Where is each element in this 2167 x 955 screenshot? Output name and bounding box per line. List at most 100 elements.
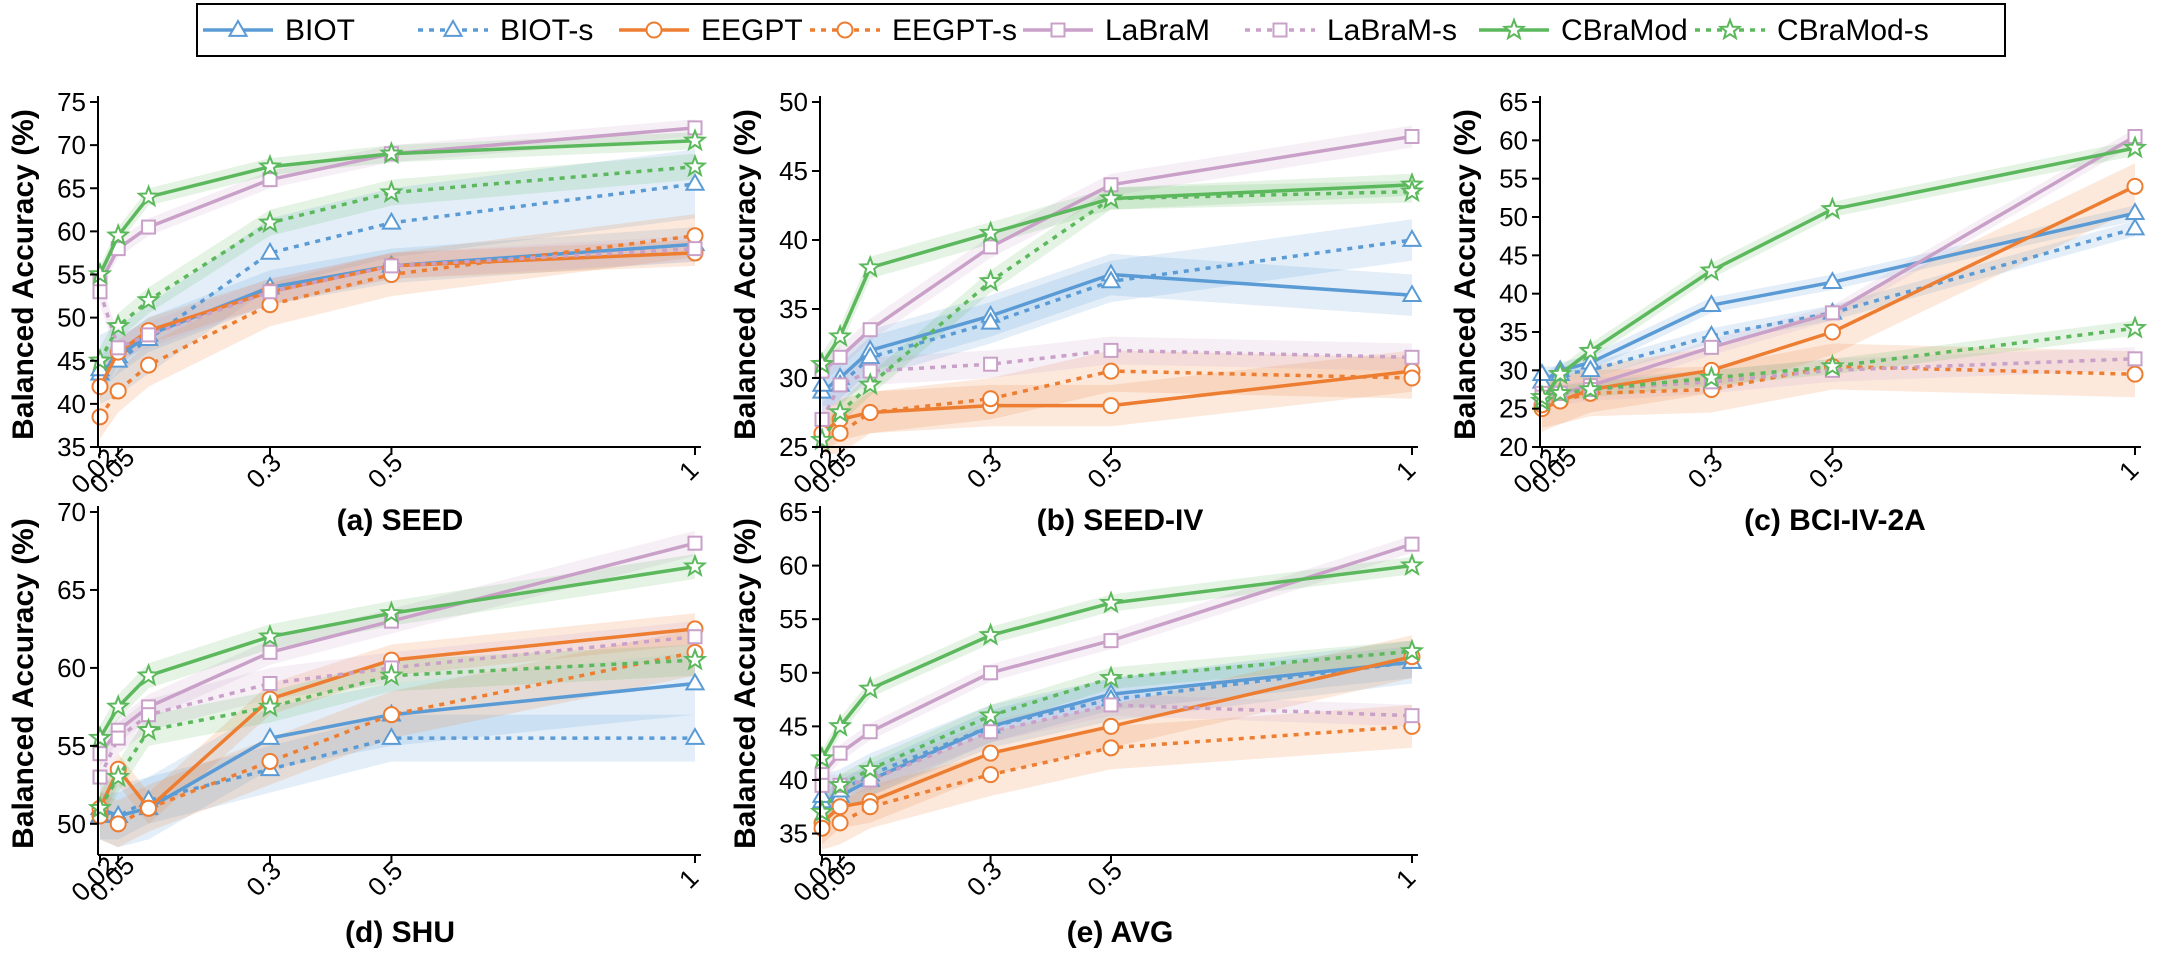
confidence-band <box>822 704 1412 850</box>
data-point <box>140 356 158 374</box>
y-tick-label: 55 <box>57 260 86 290</box>
data-point <box>811 373 833 392</box>
data-point <box>1403 369 1421 387</box>
data-point <box>105 764 131 788</box>
data-point <box>684 727 706 745</box>
y-axis-label: Balanced Accuracy (%) <box>1449 109 1482 440</box>
series-line <box>820 348 1413 421</box>
data-point <box>141 327 157 343</box>
data-point <box>831 798 849 816</box>
confidence-band <box>822 125 1412 383</box>
data-point <box>110 340 126 356</box>
series-line <box>98 246 696 350</box>
legend-marker <box>1501 17 1527 41</box>
data-point <box>382 706 400 724</box>
y-tick-label: 70 <box>57 130 86 160</box>
data-point <box>862 724 878 740</box>
data-point <box>1103 697 1119 713</box>
y-tick-label: 40 <box>57 389 86 419</box>
data-point <box>109 382 127 400</box>
legend-label: EEGPT-s <box>892 14 1017 47</box>
data-point <box>91 378 109 396</box>
data-point <box>831 814 849 832</box>
y-tick-label: 65 <box>1499 87 1528 117</box>
data-point <box>832 377 848 393</box>
data-point <box>136 717 161 741</box>
data-point <box>682 153 708 178</box>
data-point <box>92 746 108 762</box>
data-point <box>978 268 1003 292</box>
data-point <box>87 725 113 749</box>
legend: BIOT BIOT-s EEGPT EEGPT-s LaBraM LaBraM-s CBra… <box>196 3 2006 57</box>
legend-label: LaBraM-s <box>1327 14 1457 47</box>
y-tick-label: 25 <box>779 432 808 462</box>
series-line <box>98 164 696 362</box>
data-point <box>857 756 883 780</box>
y-tick-label: 40 <box>779 225 808 255</box>
y-tick-label: 70 <box>57 497 86 527</box>
confidence-band <box>1542 343 2135 428</box>
y-tick-label: 55 <box>57 731 86 761</box>
data-point <box>92 284 108 300</box>
data-point <box>379 662 404 687</box>
data-point <box>982 744 1000 762</box>
chart-title: (b) SEED-IV <box>1037 504 1204 537</box>
x-tick-label: 1 <box>2113 455 2144 486</box>
data-point <box>1547 361 1573 385</box>
data-point <box>861 404 879 421</box>
data-point <box>2126 365 2144 383</box>
data-point <box>861 798 879 816</box>
chart-title: (c) BCI-IV-2A <box>1744 504 1926 537</box>
data-point <box>827 323 853 348</box>
y-tick-label: 20 <box>1499 432 1528 462</box>
data-point <box>682 553 708 578</box>
confidence-band <box>1542 140 2135 409</box>
y-tick-label: 45 <box>57 346 86 376</box>
data-point <box>262 644 278 660</box>
data-point <box>982 766 1000 784</box>
data-point <box>1399 552 1425 577</box>
x-tick-label: 0.3 <box>961 855 1008 902</box>
y-tick-label: 50 <box>57 303 86 333</box>
y-tick-label: 30 <box>1499 355 1528 385</box>
y-tick-label: 45 <box>1499 240 1528 270</box>
x-tick-label: 0.3 <box>240 855 287 902</box>
y-tick-label: 35 <box>779 294 808 324</box>
data-point <box>141 219 157 235</box>
data-point <box>814 777 830 793</box>
data-point <box>1824 305 1840 321</box>
y-axis-label: Balanced Accuracy (%) <box>729 518 762 849</box>
data-point <box>684 172 706 191</box>
data-point <box>379 140 404 165</box>
confidence-band <box>100 214 695 439</box>
x-tick-label: 1 <box>1390 455 1421 486</box>
data-point <box>257 694 283 718</box>
confidence-band <box>100 132 695 284</box>
y-tick-label: 60 <box>779 551 808 581</box>
data-point <box>832 745 848 761</box>
y-tick-label: 50 <box>57 809 86 839</box>
data-point <box>813 819 831 837</box>
data-point <box>105 694 131 718</box>
data-point <box>1102 362 1120 380</box>
legend-item: EEGPT-s <box>810 14 1017 47</box>
data-point <box>2127 351 2143 367</box>
data-point <box>1102 397 1120 415</box>
legend-item: CBraMod <box>1479 14 1688 47</box>
y-tick-label: 65 <box>57 173 86 203</box>
data-point <box>832 349 848 365</box>
y-tick-label: 55 <box>1499 164 1528 194</box>
data-point <box>684 672 706 691</box>
x-tick-label: 0.5 <box>1803 447 1850 494</box>
y-tick-label: 40 <box>1499 279 1528 309</box>
data-point <box>1103 342 1119 358</box>
y-tick-label: 50 <box>779 87 808 117</box>
data-point <box>1699 257 1724 282</box>
data-point <box>91 408 109 426</box>
legend-marker <box>227 18 249 37</box>
x-tick-label: 0.5 <box>1081 855 1128 902</box>
